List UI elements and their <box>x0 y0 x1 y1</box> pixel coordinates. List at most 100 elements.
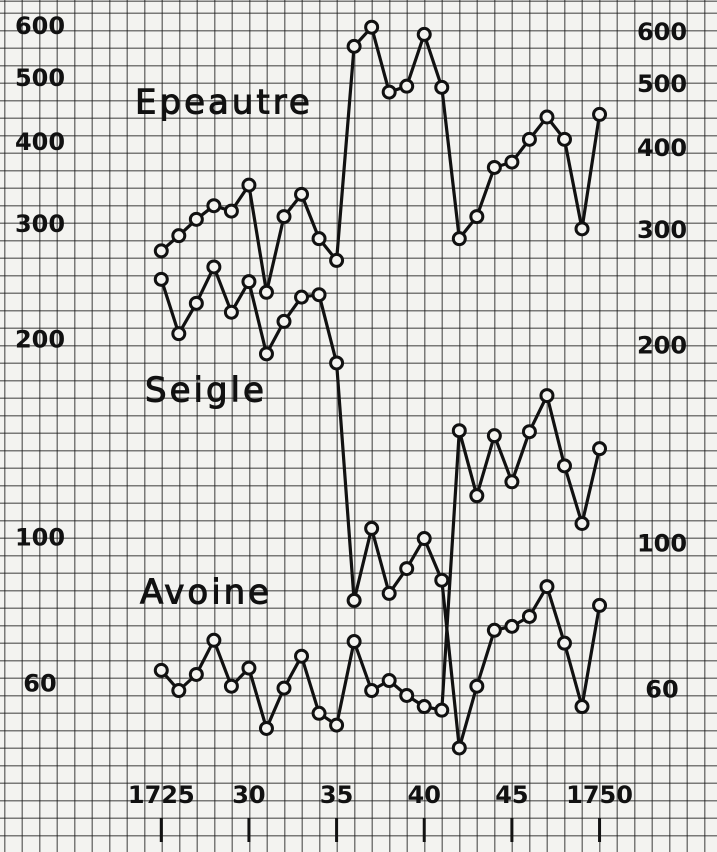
x-tick-label: 35 <box>320 781 353 809</box>
data-point <box>364 19 380 35</box>
data-point <box>241 274 257 290</box>
data-point <box>486 159 502 175</box>
y-tick-label-left: 600 <box>15 12 65 40</box>
data-point <box>556 131 572 147</box>
data-point <box>223 678 239 694</box>
data-point <box>311 705 327 721</box>
y-tick-label-left: 300 <box>15 210 65 238</box>
data-point <box>153 662 169 678</box>
data-point <box>574 221 590 237</box>
x-tick-label: 45 <box>495 781 528 809</box>
series-label: Avoine <box>140 573 272 613</box>
data-point <box>381 84 397 100</box>
x-tick-label: 40 <box>408 781 441 809</box>
data-point <box>399 561 415 577</box>
data-point <box>206 259 222 275</box>
data-point <box>416 699 432 715</box>
data-point <box>188 295 204 311</box>
data-point <box>504 474 520 490</box>
y-tick-label-left: 500 <box>15 64 65 92</box>
data-point <box>469 488 485 504</box>
data-point <box>434 79 450 95</box>
data-point <box>294 186 310 202</box>
data-point <box>153 271 169 287</box>
data-point <box>521 131 537 147</box>
y-tick-label-right: 600 <box>637 18 687 46</box>
y-tick-label-right: 60 <box>645 675 678 703</box>
data-point <box>206 198 222 214</box>
data-point <box>539 579 555 595</box>
data-point <box>276 680 292 696</box>
data-point <box>504 154 520 170</box>
series-label: Epeautre <box>135 83 313 123</box>
data-point <box>574 516 590 532</box>
y-tick-label-right: 400 <box>637 134 687 162</box>
y-tick-label-left: 200 <box>15 326 65 354</box>
data-point <box>329 252 345 268</box>
data-point <box>592 106 608 122</box>
data-point <box>592 597 608 613</box>
series-line <box>160 25 602 294</box>
data-point <box>486 622 502 638</box>
data-point <box>556 635 572 651</box>
data-point <box>171 326 187 342</box>
data-point <box>469 209 485 225</box>
data-point <box>311 287 327 303</box>
data-point <box>521 424 537 440</box>
data-point <box>556 458 572 474</box>
data-point <box>451 740 467 756</box>
y-tick-label-right: 300 <box>637 216 687 244</box>
data-point <box>241 177 257 193</box>
data-point <box>329 355 345 371</box>
data-point <box>416 26 432 42</box>
data-point <box>346 634 362 650</box>
data-point <box>346 38 362 54</box>
data-point <box>469 678 485 694</box>
data-point <box>504 618 520 634</box>
data-point <box>574 699 590 715</box>
x-tick-label: 1750 <box>566 781 633 809</box>
x-tick-label: 1725 <box>128 781 195 809</box>
data-point <box>188 211 204 227</box>
data-point <box>399 687 415 703</box>
y-tick-label-left: 400 <box>15 128 65 156</box>
data-point <box>188 666 204 682</box>
data-point <box>276 313 292 329</box>
data-point <box>241 660 257 676</box>
data-point <box>399 78 415 94</box>
data-point <box>258 720 274 736</box>
data-point <box>346 592 362 608</box>
data-point <box>364 683 380 699</box>
data-point <box>486 428 502 444</box>
y-tick-label-right: 500 <box>637 70 687 98</box>
data-point <box>223 203 239 219</box>
data-point <box>521 608 537 624</box>
data-point <box>276 209 292 225</box>
data-point <box>364 520 380 536</box>
y-tick-label-left: 100 <box>15 524 65 552</box>
data-point <box>434 702 450 718</box>
x-tick-label: 30 <box>232 781 265 809</box>
data-point <box>258 346 274 362</box>
data-point <box>311 231 327 247</box>
data-point <box>592 441 608 457</box>
data-point <box>294 289 310 305</box>
y-tick-label-left: 60 <box>23 669 56 697</box>
y-tick-label-right: 100 <box>637 530 687 558</box>
data-point <box>294 648 310 664</box>
data-point <box>206 632 222 648</box>
data-point <box>153 243 169 259</box>
data-point <box>381 673 397 689</box>
data-point <box>539 109 555 125</box>
data-point <box>381 585 397 601</box>
data-point <box>258 284 274 300</box>
y-tick-label-right: 200 <box>637 332 687 360</box>
data-point <box>416 531 432 547</box>
data-point <box>539 388 555 404</box>
data-point <box>451 423 467 439</box>
data-point <box>434 572 450 588</box>
series-label: Seigle <box>145 371 267 411</box>
